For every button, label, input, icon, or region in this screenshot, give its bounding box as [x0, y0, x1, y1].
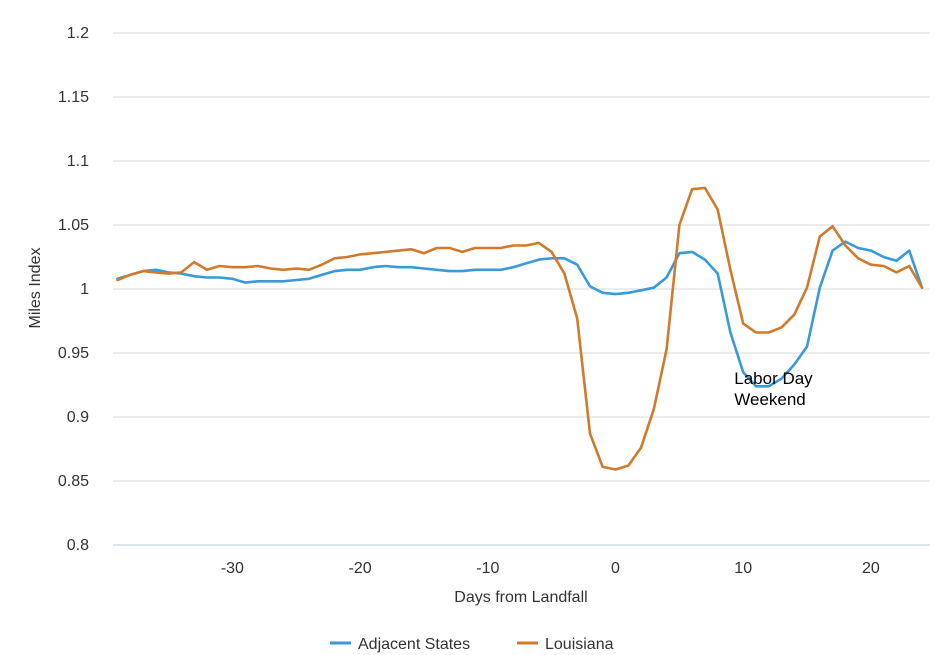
y-tick-label: 1.1: [67, 153, 89, 170]
legend-label: Adjacent States: [358, 636, 470, 653]
gridlines: [113, 32, 930, 546]
y-tick-label: 0.9: [67, 409, 89, 426]
x-tick-label: 0: [611, 560, 620, 577]
x-tick-label: -30: [221, 560, 244, 577]
x-tick-label: 20: [862, 560, 880, 577]
annotation-labor-day: Labor Day Weekend: [734, 369, 813, 409]
x-axis-ticks: -30 -20 -10 0 10 20: [221, 560, 880, 577]
y-tick-label: 0.95: [58, 345, 89, 362]
y-tick-label: 1.2: [67, 25, 89, 42]
annotation-text: Weekend: [734, 390, 806, 409]
y-tick-label: 0.85: [58, 473, 89, 490]
legend-label: Louisiana: [545, 636, 614, 653]
series-line-adjacent-states: [116, 240, 924, 388]
series-line-louisiana: [116, 186, 924, 471]
y-tick-label: 0.8: [67, 537, 89, 554]
y-tick-label: 1: [80, 281, 89, 298]
x-tick-label: -10: [476, 560, 499, 577]
legend-item-louisiana[interactable]: Louisiana: [517, 636, 614, 653]
y-axis-label: Miles Index: [27, 248, 44, 329]
y-axis-ticks: 0.8 0.85 0.9 0.95 1 1.05 1.1 1.15 1.2: [58, 25, 89, 554]
series-lines: [116, 186, 924, 471]
legend-item-adjacent-states[interactable]: Adjacent States: [330, 636, 470, 653]
x-axis-label: Days from Landfall: [454, 589, 587, 606]
legend[interactable]: Adjacent States Louisiana: [330, 636, 614, 653]
y-tick-label: 1.15: [58, 89, 89, 106]
x-tick-label: 10: [734, 560, 752, 577]
y-tick-label: 1.05: [58, 217, 89, 234]
x-tick-label: -20: [349, 560, 372, 577]
annotation-text: Labor Day: [734, 369, 813, 388]
